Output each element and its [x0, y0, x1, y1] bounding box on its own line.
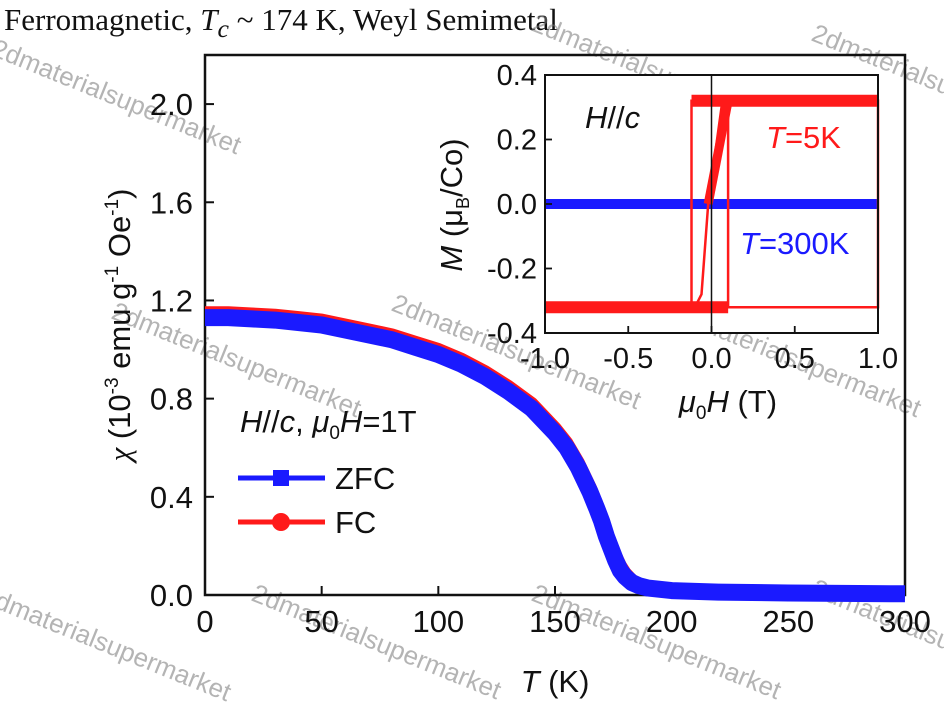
- main-x-tick-label: 150: [529, 604, 581, 639]
- caption-tc-sub: c: [217, 14, 229, 44]
- legend-zfc-label: ZFC: [335, 461, 395, 496]
- main-chart: 0 50 100 150 200 250 300 0.0 0.4 0.8 1.2 1.6 2.0 T …: [102, 53, 931, 699]
- caption-suffix: ~ 174 K, Weyl Semimetal: [228, 2, 558, 37]
- main-x-axis-label: T (K): [521, 664, 590, 699]
- inset-y-tick-label: 0.4: [497, 60, 537, 92]
- caption-prefix: Ferromagnetic,: [4, 2, 201, 37]
- inset-x-tick-label: 0.0: [691, 343, 731, 375]
- main-x-tick-label: 300: [879, 604, 931, 639]
- inset-y-tick-label: -0.4: [487, 318, 537, 350]
- inset-x-tick-label: 1.0: [858, 343, 898, 375]
- main-y-tick-label: 0.8: [150, 382, 193, 417]
- inset-y-tick-label: 0.2: [497, 125, 537, 157]
- main-y-axis-label: χ (10-3 emu g-1 Oe-1): [102, 189, 137, 465]
- inset-label-300k: T=300K: [740, 226, 850, 261]
- legend-fc-label: FC: [335, 505, 376, 540]
- main-x-ticks: 0 50 100 150 200 250 300: [196, 586, 931, 639]
- inset-label-5k: T=5K: [766, 120, 841, 155]
- main-x-tick-label: 50: [304, 604, 338, 639]
- main-legend: ZFC FC: [238, 461, 395, 540]
- inset-x-tick-label: -1.0: [520, 343, 570, 375]
- inset-x-tick-label: -0.5: [603, 343, 653, 375]
- main-y-tick-label: 1.6: [150, 185, 193, 220]
- inset-annotation: H//c: [585, 100, 641, 135]
- watermark-1: 2dmaterialsupermarket: [0, 33, 246, 161]
- main-series-zfc: [205, 309, 906, 603]
- inset-chart: -1.0 -0.5 0.0 0.5 1.0 -0.4 -0.2 0.0 0.2 0.4 μ0H …: [434, 60, 898, 424]
- main-annotation: H//c, μ0H=1T: [240, 404, 417, 444]
- legend-zfc-marker: [273, 470, 289, 486]
- inset-x-axis-label: μ0H (T): [678, 384, 777, 424]
- inset-y-tick-label: -0.2: [487, 254, 537, 286]
- inset-x-tick-label: 0.5: [775, 343, 815, 375]
- inset-y-axis-label: M (μB/Co): [434, 138, 473, 271]
- main-x-tick-label: 0: [196, 604, 213, 639]
- watermark-7: 2dmaterialsupermarket: [0, 580, 236, 702]
- main-x-tick-label: 100: [412, 604, 464, 639]
- main-y-tick-label: 2.0: [150, 87, 193, 122]
- figure-caption: Ferromagnetic, Tc ~ 174 K, Weyl Semimeta…: [4, 2, 558, 44]
- legend-fc-marker: [272, 513, 290, 531]
- inset-y-ticks: -0.4 -0.2 0.0 0.2 0.4: [487, 60, 552, 350]
- main-y-tick-label: 0.4: [150, 480, 193, 515]
- main-series: [205, 306, 906, 603]
- main-y-ticks: 0.0 0.4 0.8 1.2 1.6 2.0: [150, 87, 214, 613]
- watermark-8: 2dmaterialsupermarket: [248, 578, 506, 702]
- inset-y-tick-label: 0.0: [497, 189, 537, 221]
- inset-x-ticks: -1.0 -0.5 0.0 0.5 1.0: [520, 326, 898, 375]
- caption-tc-symbol: T: [200, 2, 218, 37]
- main-x-tick-label: 200: [646, 604, 698, 639]
- main-y-tick-label: 1.2: [150, 283, 193, 318]
- main-x-tick-label: 250: [762, 604, 814, 639]
- main-y-tick-label: 0.0: [150, 578, 193, 613]
